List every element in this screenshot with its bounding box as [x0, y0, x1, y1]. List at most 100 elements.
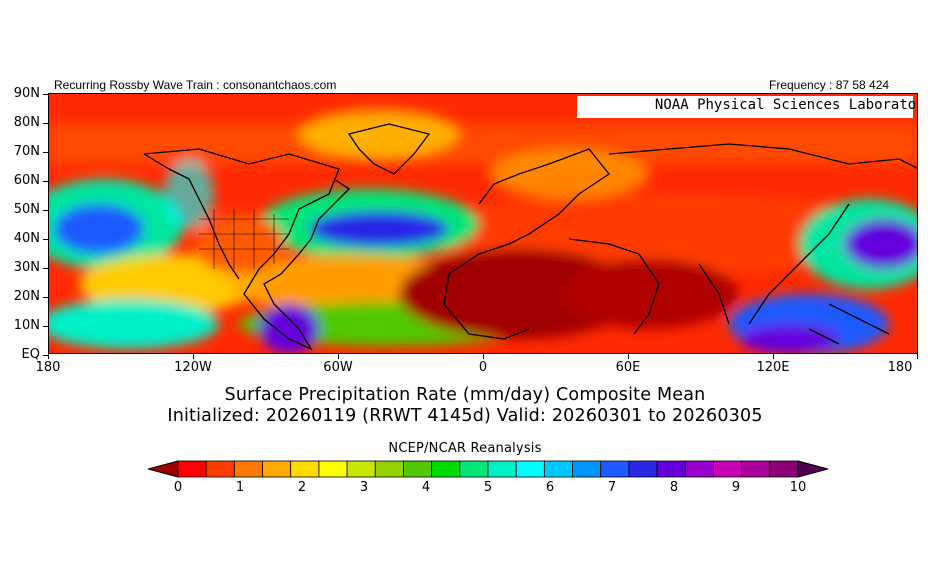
lat-label: 90N — [13, 86, 40, 101]
field-greenland — [299, 109, 459, 159]
lat-tick — [43, 181, 48, 182]
colorbar-segment — [403, 460, 433, 478]
lon-label: 180 — [887, 360, 913, 375]
colorbar-label: 7 — [607, 480, 617, 495]
colorbar-label: 6 — [545, 480, 555, 495]
colorbar-segment — [205, 460, 235, 478]
lat-label: 30N — [13, 260, 40, 275]
field-arabia-dry — [559, 259, 739, 329]
colorbar-label: 0 — [173, 480, 183, 495]
colorbar-segment — [459, 460, 489, 478]
coast-maritime-continent — [808, 303, 890, 345]
field-north-america — [194, 214, 284, 274]
colorbar-segment — [374, 460, 404, 478]
colorbar-arrow-right — [797, 460, 828, 478]
precipitation-map: NOAA Physical Sciences Laboratory — [48, 93, 918, 354]
colorbar-label: 3 — [359, 480, 369, 495]
colorbar-label: 5 — [483, 480, 493, 495]
field-pacific-nw — [164, 159, 214, 229]
precipitation-map-svg — [49, 94, 917, 353]
lat-tick — [43, 239, 48, 240]
lat-label: 50N — [13, 202, 40, 217]
lat-tick — [43, 123, 48, 124]
field-wpac-purple — [844, 219, 917, 269]
colorbar — [148, 460, 828, 478]
colorbar-segment — [684, 460, 714, 478]
colorbar-label: 4 — [421, 480, 431, 495]
lat-label: 20N — [13, 289, 40, 304]
lon-label: 180 — [35, 360, 61, 375]
lon-tick — [628, 354, 629, 359]
header-source-text: Recurring Rossby Wave Train : consonantc… — [54, 78, 337, 92]
lat-label: 60N — [13, 173, 40, 188]
colorbar-segment — [656, 460, 686, 478]
field-epac-purple — [259, 304, 319, 353]
colorbar-segment — [628, 460, 658, 478]
lon-tick — [773, 354, 774, 359]
coastlines — [143, 123, 917, 351]
colorbar-segment — [233, 460, 263, 478]
lon-label: 60E — [615, 360, 641, 375]
colorbar-segment — [572, 460, 602, 478]
lon-label: 0 — [478, 360, 488, 375]
colorbar-label: 2 — [297, 480, 307, 495]
lat-label: 10N — [13, 318, 40, 333]
chart-subtitle: Initialized: 20260119 (RRWT 4145d) Valid… — [167, 406, 763, 426]
colorbar-segment — [177, 460, 207, 478]
colorbar-label: 8 — [669, 480, 679, 495]
lat-label: 70N — [13, 144, 40, 159]
colorbar-label: 10 — [789, 480, 807, 495]
field-sahara-dry — [399, 249, 639, 339]
coast-greenland — [347, 123, 431, 175]
colorbar-segment — [431, 460, 461, 478]
colorbar-label: 9 — [731, 480, 741, 495]
lon-tick — [338, 354, 339, 359]
lat-tick — [43, 326, 48, 327]
colorbar-segment — [713, 460, 743, 478]
lon-tick — [483, 354, 484, 359]
lat-tick — [43, 355, 48, 356]
colorbar-segment — [346, 460, 376, 478]
colorbar-label: 1 — [235, 480, 245, 495]
lat-label: 40N — [13, 231, 40, 246]
colorbar-segment — [318, 460, 348, 478]
field-pacific-storm-blue — [54, 204, 144, 254]
colorbar-segment — [515, 460, 545, 478]
chart-title: Surface Precipitation Rate (mm/day) Comp… — [224, 385, 706, 405]
lon-tick — [48, 354, 49, 359]
coast-west-america — [143, 153, 240, 280]
coast-asia — [608, 143, 917, 325]
header-frequency-text: Frequency : 87 58 424 — [769, 78, 890, 92]
coast-north-america — [143, 148, 351, 351]
lat-label: 80N — [13, 115, 40, 130]
colorbar-segment — [262, 460, 292, 478]
colorbar-segment — [543, 460, 573, 478]
lon-label: 120W — [174, 360, 212, 375]
lat-tick — [43, 297, 48, 298]
lat-tick — [43, 268, 48, 269]
noaa-badge-text: NOAA Physical Sciences Laboratory — [654, 97, 918, 113]
field-maritime-purple — [739, 324, 839, 353]
coast-arabia — [568, 238, 660, 335]
colorbar-segment — [600, 460, 630, 478]
dataset-label: NCEP/NCAR Reanalysis — [388, 441, 542, 456]
field-band-subarctic — [49, 124, 917, 164]
field-atlantic-storm-blue — [309, 211, 449, 247]
colorbar-segment — [769, 460, 799, 478]
coast-europe-africa — [443, 148, 610, 340]
colorbar-segment — [290, 460, 320, 478]
colorbar-segment — [487, 460, 517, 478]
lat-label: EQ — [21, 347, 40, 362]
lat-tick — [43, 152, 48, 153]
lon-label: 120E — [756, 360, 790, 375]
colorbar-segment — [741, 460, 771, 478]
lat-tick — [43, 94, 48, 95]
lon-label: 60W — [323, 360, 353, 375]
colorbar-arrow-left — [148, 460, 179, 478]
lon-tick — [193, 354, 194, 359]
us-states-grid — [199, 209, 289, 269]
noaa-badge-bg — [577, 96, 913, 118]
field-tropical-pacific — [49, 299, 219, 349]
field-europe-orange — [489, 149, 649, 199]
lat-tick — [43, 210, 48, 211]
